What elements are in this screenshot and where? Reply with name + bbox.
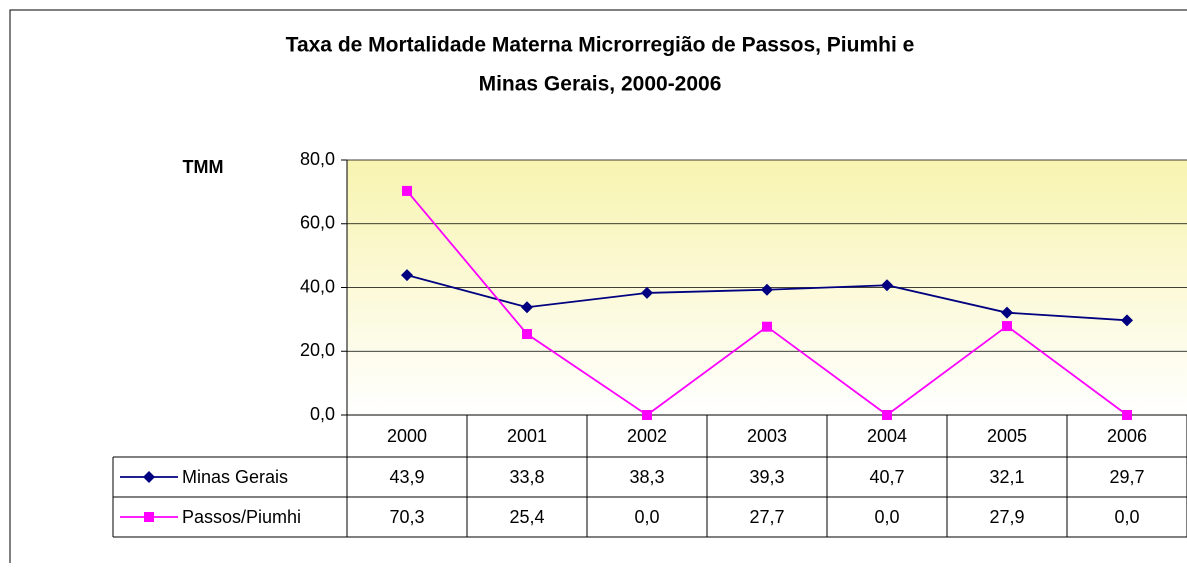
y-tick-label: 20,0	[300, 340, 335, 360]
y-tick-label: 80,0	[300, 149, 335, 169]
marker	[522, 329, 532, 340]
marker	[1121, 314, 1133, 327]
x-tick-label: 2001	[507, 426, 547, 446]
data-table-value: 25,4	[509, 507, 544, 527]
marker	[1002, 321, 1012, 332]
chart-title: Taxa de Mortalidade Materna Microrregião…	[286, 34, 915, 57]
data-table-value: 29,7	[1109, 467, 1144, 487]
y-tick-label: 60,0	[300, 213, 335, 233]
marker	[881, 279, 893, 292]
data-table-value: 39,3	[749, 467, 784, 487]
data-table-value: 27,9	[989, 507, 1024, 527]
marker	[1122, 410, 1132, 420]
marker	[762, 321, 772, 332]
marker	[401, 269, 413, 282]
legend-marker	[143, 471, 155, 483]
legend-label: Passos/Piumhi	[182, 507, 301, 527]
data-table-value: 32,1	[989, 467, 1024, 487]
x-tick-label: 2005	[987, 426, 1027, 446]
legend-marker	[144, 512, 154, 522]
data-table-value: 27,7	[749, 507, 784, 527]
x-tick-label: 2002	[627, 426, 667, 446]
data-table-value: 70,3	[389, 507, 424, 527]
data-table-value: 0,0	[1114, 507, 1139, 527]
x-tick-label: 2000	[387, 426, 427, 446]
data-table-value: 40,7	[869, 467, 904, 487]
marker	[641, 286, 653, 299]
x-tick-label: 2003	[747, 426, 787, 446]
data-table-value: 38,3	[629, 467, 664, 487]
data-table-value: 0,0	[634, 507, 659, 527]
y-axis-label: TMM	[183, 157, 224, 177]
x-tick-label: 2006	[1107, 426, 1147, 446]
marker	[882, 410, 892, 420]
chart-title: Minas Gerais, 2000-2006	[479, 73, 722, 96]
data-table-value: 0,0	[874, 507, 899, 527]
x-tick-label: 2004	[867, 426, 907, 446]
y-tick-label: 40,0	[300, 276, 335, 296]
marker	[521, 301, 533, 314]
y-tick-label: 0,0	[310, 404, 335, 424]
marker	[1001, 306, 1013, 319]
marker	[761, 283, 773, 296]
marker	[642, 410, 652, 420]
marker	[402, 185, 412, 196]
data-table-value: 43,9	[389, 467, 424, 487]
data-table-value: 33,8	[509, 467, 544, 487]
legend-label: Minas Gerais	[182, 467, 288, 487]
